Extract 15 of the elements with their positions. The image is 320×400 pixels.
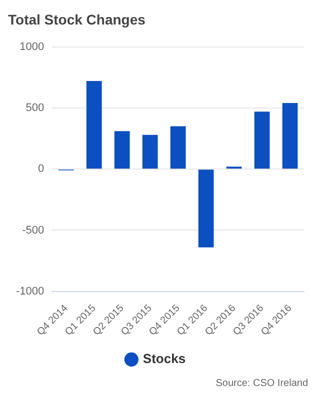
- bar: [86, 81, 102, 169]
- legend-label: Stocks: [142, 351, 186, 366]
- chart-title: Total Stock Changes: [8, 11, 146, 28]
- y-tick-label: 0: [38, 163, 44, 176]
- source-note: Source: CSO Ireland: [216, 378, 308, 389]
- bar: [282, 103, 298, 169]
- bar: [170, 126, 186, 169]
- y-tick-label: -500: [22, 224, 44, 236]
- bar: [254, 112, 270, 169]
- bar: [142, 134, 158, 169]
- y-tick-label: -1000: [16, 285, 44, 298]
- y-tick-label: 500: [26, 102, 44, 114]
- y-tick-label: 1000: [20, 40, 44, 53]
- bar: [198, 170, 214, 248]
- bar: [114, 131, 130, 169]
